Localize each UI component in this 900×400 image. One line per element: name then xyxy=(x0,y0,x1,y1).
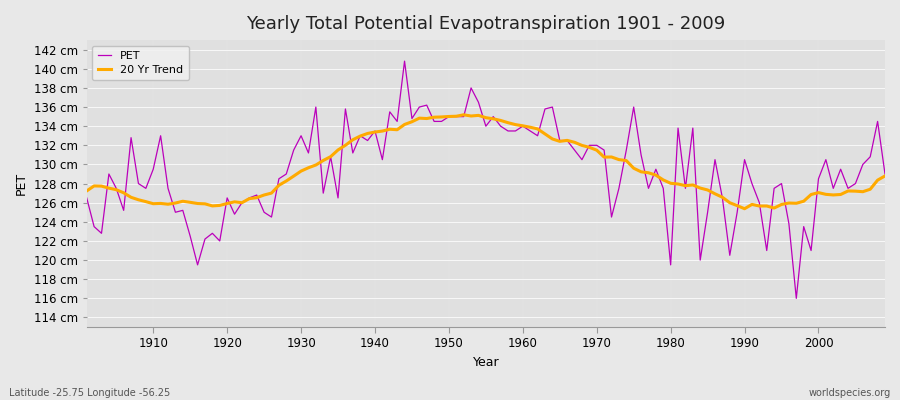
20 Yr Trend xyxy=(347,137,358,142)
Text: worldspecies.org: worldspecies.org xyxy=(809,388,891,398)
PET xyxy=(791,296,802,301)
Y-axis label: PET: PET xyxy=(15,172,28,195)
20 Yr Trend xyxy=(81,188,92,193)
PET xyxy=(347,150,358,155)
PET xyxy=(303,150,314,155)
20 Yr Trend xyxy=(458,112,469,117)
PET xyxy=(140,186,151,191)
Line: PET: PET xyxy=(86,61,885,298)
PET xyxy=(518,124,528,128)
20 Yr Trend xyxy=(879,174,890,178)
20 Yr Trend xyxy=(525,125,535,130)
20 Yr Trend xyxy=(739,206,750,211)
20 Yr Trend xyxy=(518,124,528,128)
Line: 20 Yr Trend: 20 Yr Trend xyxy=(86,115,885,209)
Legend: PET, 20 Yr Trend: PET, 20 Yr Trend xyxy=(93,46,189,80)
X-axis label: Year: Year xyxy=(472,356,500,369)
20 Yr Trend xyxy=(303,165,314,170)
PET xyxy=(399,59,410,64)
20 Yr Trend xyxy=(614,157,625,162)
PET xyxy=(81,196,92,200)
Text: Latitude -25.75 Longitude -56.25: Latitude -25.75 Longitude -56.25 xyxy=(9,388,170,398)
PET xyxy=(879,172,890,176)
20 Yr Trend xyxy=(140,199,151,204)
PET xyxy=(614,186,625,191)
PET xyxy=(525,128,535,133)
Title: Yearly Total Potential Evapotranspiration 1901 - 2009: Yearly Total Potential Evapotranspiratio… xyxy=(247,15,725,33)
